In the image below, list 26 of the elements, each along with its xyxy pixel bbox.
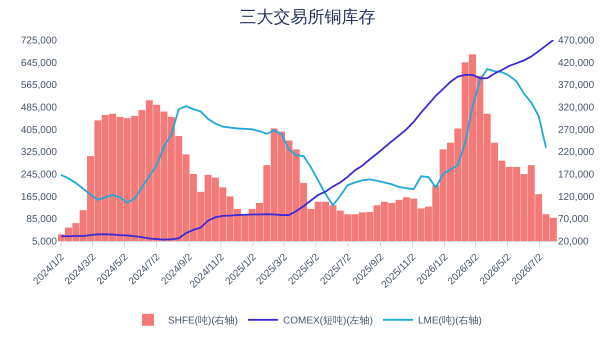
y2-tick-label: 320,000 (558, 102, 595, 114)
y2-tick-label: 370,000 (558, 80, 595, 92)
y-tick-label: 5,000 (32, 236, 58, 248)
y-tick-label: 485,000 (20, 102, 58, 114)
y-tick-label: 245,000 (20, 170, 58, 180)
y2-tick-label: 270,000 (558, 124, 595, 136)
y-tick-label: 165,000 (20, 192, 58, 203)
y-tick-label: 565,000 (20, 80, 58, 92)
y2-tick-label: 120,000 (558, 192, 595, 203)
y-tick-label: 405,000 (20, 124, 58, 136)
line-series (60, 40, 554, 240)
y2-tick-label: 470,000 (558, 36, 595, 46)
y-tick-label: 645,000 (20, 58, 58, 69)
y2-tick-label: 20,000 (558, 236, 590, 248)
line-series (60, 68, 547, 206)
y-tick-label: 325,000 (20, 147, 58, 158)
y-tick-label: 85,000 (26, 214, 58, 226)
y-tick-label: 725,000 (20, 36, 58, 46)
chart-title: 三大交易所铜库存 (240, 7, 376, 26)
legend-label: LME(吨)(右轴) (418, 314, 482, 327)
y2-tick-label: 170,000 (558, 170, 595, 180)
y2-tick-label: 420,000 (558, 58, 595, 69)
y2-tick-label: 70,000 (558, 214, 590, 226)
y2-tick-label: 220,000 (558, 147, 595, 158)
legend-label: SHFE(吨)(右轴) (168, 314, 238, 327)
legend-label: COMEX(短吨)(左轴) (283, 314, 373, 327)
